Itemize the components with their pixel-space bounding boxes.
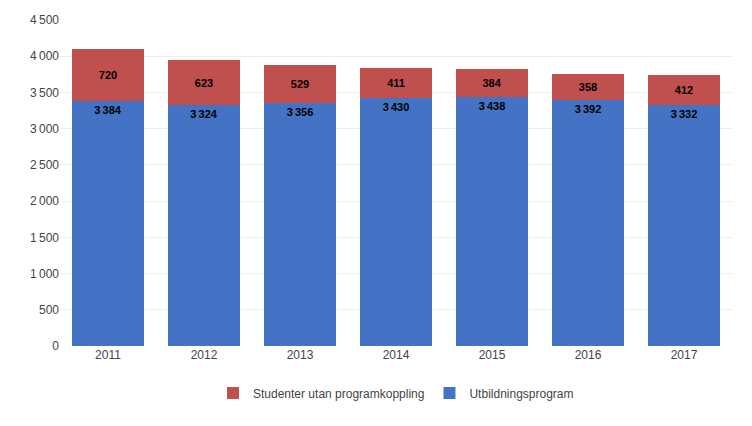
svg-text:2017: 2017 (671, 348, 698, 362)
svg-text:1 000: 1 000 (30, 267, 59, 281)
svg-text:411: 411 (387, 77, 405, 89)
svg-text:384: 384 (482, 77, 501, 89)
svg-text:3 392: 3 392 (575, 103, 602, 115)
svg-text:500: 500 (39, 303, 59, 317)
svg-text:3 332: 3 332 (671, 108, 698, 120)
svg-text:2 500: 2 500 (30, 158, 59, 172)
svg-text:2013: 2013 (287, 348, 314, 362)
svg-text:3 324: 3 324 (190, 108, 218, 120)
svg-text:3 438: 3 438 (479, 100, 506, 112)
svg-text:3 500: 3 500 (30, 86, 59, 100)
svg-text:4 000: 4 000 (30, 49, 59, 63)
svg-text:2014: 2014 (383, 348, 410, 362)
svg-text:2 000: 2 000 (30, 194, 59, 208)
svg-text:623: 623 (195, 77, 213, 89)
svg-text:3 430: 3 430 (383, 101, 410, 113)
svg-text:412: 412 (675, 84, 693, 96)
svg-text:358: 358 (579, 81, 597, 93)
svg-text:3 356: 3 356 (287, 106, 314, 118)
svg-text:Utbildningsprogram: Utbildningsprogram (469, 387, 573, 401)
svg-text:720: 720 (99, 69, 117, 81)
svg-text:3 384: 3 384 (94, 104, 122, 116)
svg-text:529: 529 (291, 78, 309, 90)
svg-text:2015: 2015 (479, 348, 506, 362)
svg-text:3 000: 3 000 (30, 122, 59, 136)
svg-text:0: 0 (52, 339, 59, 353)
svg-text:2011: 2011 (95, 348, 121, 362)
svg-text:2016: 2016 (575, 348, 602, 362)
svg-text:Studenter utan programkoppling: Studenter utan programkoppling (253, 387, 424, 401)
svg-text:4 500: 4 500 (30, 13, 59, 27)
svg-text:2012: 2012 (191, 348, 218, 362)
svg-text:1 500: 1 500 (30, 231, 59, 245)
